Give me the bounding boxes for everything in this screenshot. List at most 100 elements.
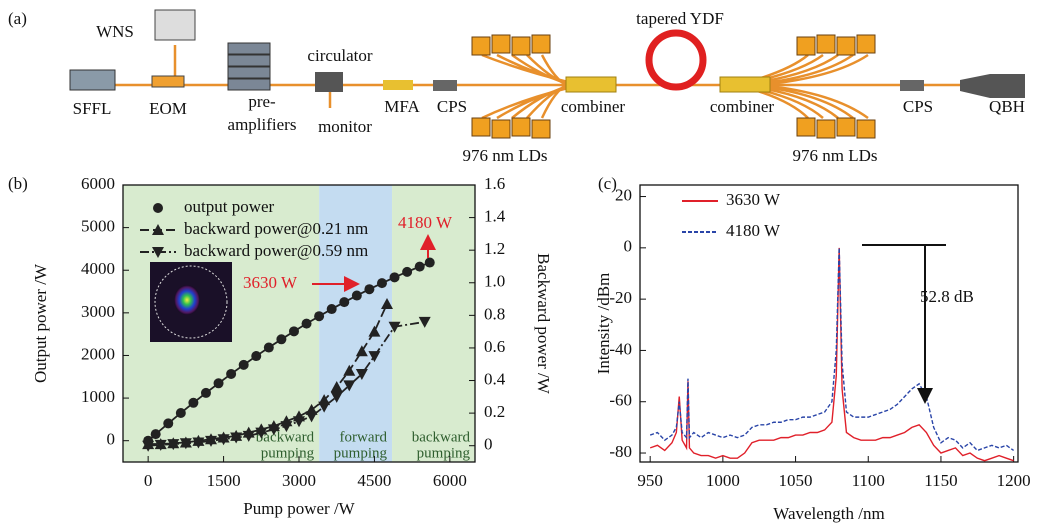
marker-triangle-down — [205, 435, 217, 447]
marker-circle — [351, 290, 362, 301]
label: pre-amplifiers — [228, 92, 297, 134]
y2-tick-label: 0.8 — [484, 304, 505, 323]
y-axis-label: Output power /W — [31, 263, 50, 383]
qbh-device — [960, 74, 1025, 98]
legend-label: backward power@0.59 nm — [184, 241, 368, 260]
setup-diagram: (a) WNS SFFL EOM pre-amplifiers circulat… — [8, 9, 1025, 165]
combiner-device — [719, 76, 771, 93]
ydf-coil — [645, 29, 707, 91]
y2-tick-label: 0 — [484, 435, 493, 454]
x-tick-label: 950 — [637, 471, 663, 490]
legend-label: 3630 W — [726, 190, 781, 209]
marker-triangle-down — [217, 434, 230, 446]
y2-axis-label: Backward power /W — [534, 253, 553, 395]
mfa-device — [383, 80, 413, 90]
marker-circle — [389, 272, 400, 283]
y-tick-label: 5000 — [81, 217, 115, 236]
beam-spot — [174, 285, 200, 315]
label: SFFL — [73, 99, 112, 118]
y2-tick-label: 0.6 — [484, 337, 505, 356]
marker-circle — [314, 311, 325, 322]
annotation: 3630 W — [243, 273, 298, 292]
x-tick-label: 1150 — [924, 471, 957, 490]
y2-tick-label: 1.2 — [484, 239, 505, 258]
marker-triangle-up — [381, 297, 393, 309]
y-tick-label: 4000 — [81, 259, 115, 278]
x-tick-label: 1500 — [207, 471, 241, 490]
marker-triangle-up — [368, 325, 381, 337]
marker-triangle-down — [355, 369, 368, 381]
combiner-device — [565, 76, 617, 93]
marker-circle — [339, 297, 350, 308]
eom-device — [151, 75, 185, 88]
x-tick-label: 1050 — [779, 471, 813, 490]
legend-label: output power — [184, 197, 275, 216]
x-axis-label: Wavelength /nm — [773, 504, 884, 523]
y-tick-label: -80 — [609, 442, 632, 461]
marker-triangle-down — [192, 437, 205, 449]
marker-triangle-down — [179, 438, 192, 450]
chart-c: (c) 950 1000 1050 1100 1150 1200 20 0 -20 -40 -60 -8… — [594, 174, 1031, 523]
marker-triangle-down — [242, 430, 255, 442]
marker-triangle-up — [152, 224, 164, 235]
marker-circle — [276, 334, 287, 345]
marker-triangle-down — [142, 440, 155, 452]
x-tick-label: 3000 — [282, 471, 316, 490]
y-tick-label: 1000 — [81, 387, 115, 406]
annotation: 4180 W — [398, 213, 453, 232]
label: 976 nm LDs — [793, 146, 878, 165]
marker-triangle-down — [388, 321, 401, 333]
y-tick-label: 0 — [107, 430, 116, 449]
marker-circle — [238, 359, 249, 370]
beam-inset-circle — [154, 265, 228, 339]
marker-triangle-down — [293, 416, 305, 428]
label: monitor — [318, 117, 372, 136]
label: circulator — [307, 46, 372, 65]
x-tick-label: 1200 — [997, 471, 1031, 490]
marker-circle — [163, 418, 174, 429]
label: QBH — [989, 97, 1025, 116]
region-label: pumping — [334, 445, 388, 461]
marker-circle — [288, 326, 299, 337]
laser-diodes — [471, 34, 876, 139]
label: tapered YDF — [636, 9, 724, 28]
y-tick-label: 0 — [624, 237, 633, 256]
plot-frame — [639, 184, 1019, 463]
marker-circle — [364, 284, 375, 295]
marker-triangle-down — [230, 432, 243, 444]
marker-circle — [150, 429, 161, 440]
marker-circle — [424, 257, 435, 268]
label: MFA — [384, 97, 420, 116]
marker-triangle-down — [343, 380, 356, 392]
marker-triangle-down — [154, 439, 167, 451]
marker-triangle-down — [368, 351, 381, 363]
region-label: forward — [340, 429, 388, 445]
marker-circle — [226, 368, 237, 379]
legend-label: 4180 W — [726, 221, 781, 240]
region — [319, 185, 393, 462]
region-label: backward — [256, 429, 315, 445]
marker-triangle-down — [318, 401, 331, 413]
cps-device — [900, 80, 924, 91]
label-line: amplifiers — [228, 115, 297, 134]
label: combiner — [561, 97, 626, 116]
region-label: pumping — [417, 445, 471, 461]
x-axis-label: Pump power /W — [243, 499, 355, 518]
marker-circle — [175, 407, 186, 418]
label: WNS — [96, 22, 134, 41]
region-label: pumping — [261, 445, 315, 461]
pump-fibers — [481, 53, 869, 120]
marker-circle — [188, 397, 199, 408]
y-tick-label: 2000 — [81, 344, 115, 363]
x-tick-label: 0 — [144, 471, 153, 490]
sffl-device — [69, 69, 116, 91]
marker-triangle-down — [280, 421, 293, 433]
panel-label: (a) — [8, 9, 27, 28]
region — [392, 185, 475, 462]
series-line — [649, 247, 1014, 462]
panel-label: (c) — [598, 174, 617, 193]
marker-triangle-down — [418, 316, 431, 328]
marker-triangle-down — [330, 391, 343, 403]
panel-label: (b) — [8, 174, 28, 193]
